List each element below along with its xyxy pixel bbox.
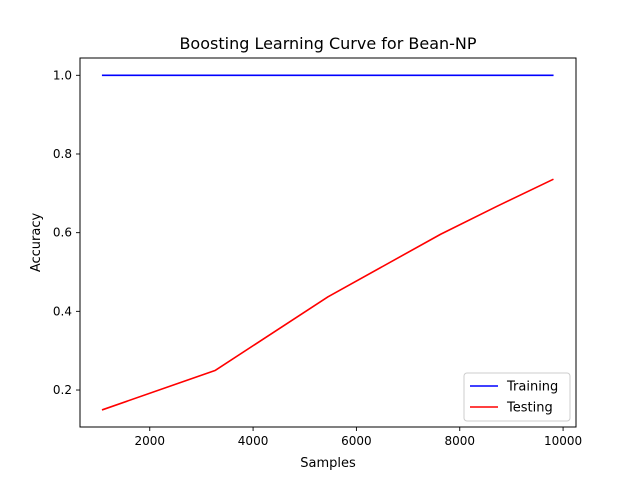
legend-label-testing: Testing xyxy=(506,401,553,416)
y-axis: 0.2 0.4 0.6 0.8 1.0 xyxy=(53,68,80,397)
y-tick-label: 0.2 xyxy=(53,383,72,397)
legend-label-training: Training xyxy=(506,380,558,395)
chart-title: Boosting Learning Curve for Bean-NP xyxy=(179,34,476,53)
x-tick-label: 8000 xyxy=(444,434,475,448)
legend: Training Testing xyxy=(463,372,571,422)
x-tick-label: 6000 xyxy=(341,434,372,448)
y-axis-label: Accuracy xyxy=(29,213,44,273)
x-tick-label: 2000 xyxy=(134,434,165,448)
x-axis: 2000 4000 6000 8000 10000 xyxy=(134,427,582,448)
y-tick-label: 0.6 xyxy=(53,226,72,240)
y-tick-label: 1.0 xyxy=(53,68,72,82)
series-line-testing xyxy=(101,178,554,411)
x-tick-label: 10000 xyxy=(544,434,582,448)
plot-area xyxy=(101,74,554,411)
y-tick-label: 0.4 xyxy=(53,304,72,318)
x-axis-label: Samples xyxy=(300,456,356,471)
x-tick-label: 4000 xyxy=(238,434,269,448)
legend-box xyxy=(463,372,571,422)
plot-frame xyxy=(79,57,577,428)
y-tick-label: 0.8 xyxy=(53,147,72,161)
